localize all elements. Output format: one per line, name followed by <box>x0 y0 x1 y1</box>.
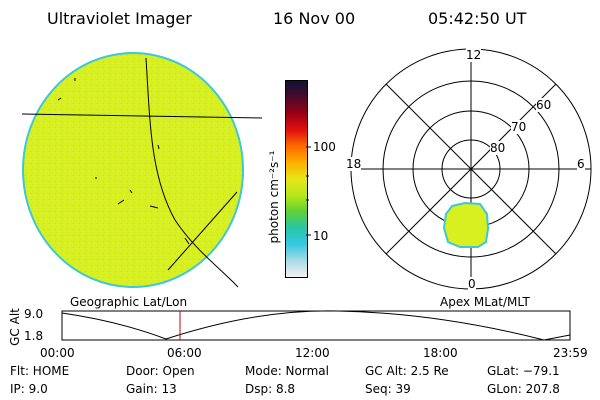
geographic-caption: Geographic Lat/Lon <box>70 295 188 309</box>
mlt-label-6: 6 <box>577 157 585 171</box>
filter-readout: Flt: HOME <box>10 364 70 378</box>
geographic-image <box>21 52 263 288</box>
timeline-xtick-2: 12:00 <box>295 346 330 360</box>
timeline-xtick-0: 00:00 <box>40 346 75 360</box>
timeline-ytick-max: 9.0 <box>24 307 44 321</box>
apex-caption: Apex MLat/MLT <box>440 295 530 309</box>
longitude-line <box>167 191 238 271</box>
colorbar <box>285 80 308 278</box>
mlat-label-70: 70 <box>511 120 527 134</box>
colorbar-unit-label: photon cm⁻²s⁻¹ <box>267 150 281 244</box>
gain-readout: Gain: 13 <box>126 382 177 396</box>
coastline-marks <box>57 78 190 245</box>
orbit-altitude-timeline <box>61 310 571 341</box>
door-readout: Door: Open <box>126 364 195 378</box>
mlat-label-80: 80 <box>490 141 506 155</box>
image-disk <box>22 52 244 288</box>
colorbar-tick-10: 10 <box>313 229 329 243</box>
colorbar-ticks <box>306 146 311 236</box>
gc-alt-readout: GC Alt: 2.5 Re <box>365 364 449 378</box>
instrument-title: Ultraviolet Imager <box>47 9 192 28</box>
colorbar-tick-100: 100 <box>313 140 336 154</box>
apex-polar-plot <box>350 48 592 290</box>
orbit-altitude-curve <box>61 310 571 341</box>
glon-readout: GLon: 207.8 <box>487 382 560 396</box>
mlt-label-12: 12 <box>466 48 482 62</box>
date-label: 16 Nov 00 <box>273 9 356 28</box>
mlt-label-0: 0 <box>468 277 476 291</box>
timeline-xtick-3: 18:00 <box>423 346 458 360</box>
timeline-ylabel: GC Alt <box>8 308 22 346</box>
timeline-ytick-min: 1.8 <box>24 329 44 343</box>
time-label: 05:42:50 UT <box>428 9 527 28</box>
timeline-xtick-1: 06:00 <box>167 346 202 360</box>
latitude-line <box>21 113 263 119</box>
aurora-blob <box>442 201 490 248</box>
disk-contents <box>57 78 190 245</box>
ip-readout: IP: 9.0 <box>10 382 48 396</box>
glat-readout: GLat: −79.1 <box>487 364 560 378</box>
dsp-readout: Dsp: 8.8 <box>245 382 296 396</box>
longitude-curve <box>145 57 239 288</box>
seq-readout: Seq: 39 <box>365 382 411 396</box>
mlt-label-18: 18 <box>346 157 362 171</box>
mlat-label-60: 60 <box>536 98 552 112</box>
timeline-xtick-4: 23:59 <box>553 346 588 360</box>
mode-readout: Mode: Normal <box>245 364 329 378</box>
